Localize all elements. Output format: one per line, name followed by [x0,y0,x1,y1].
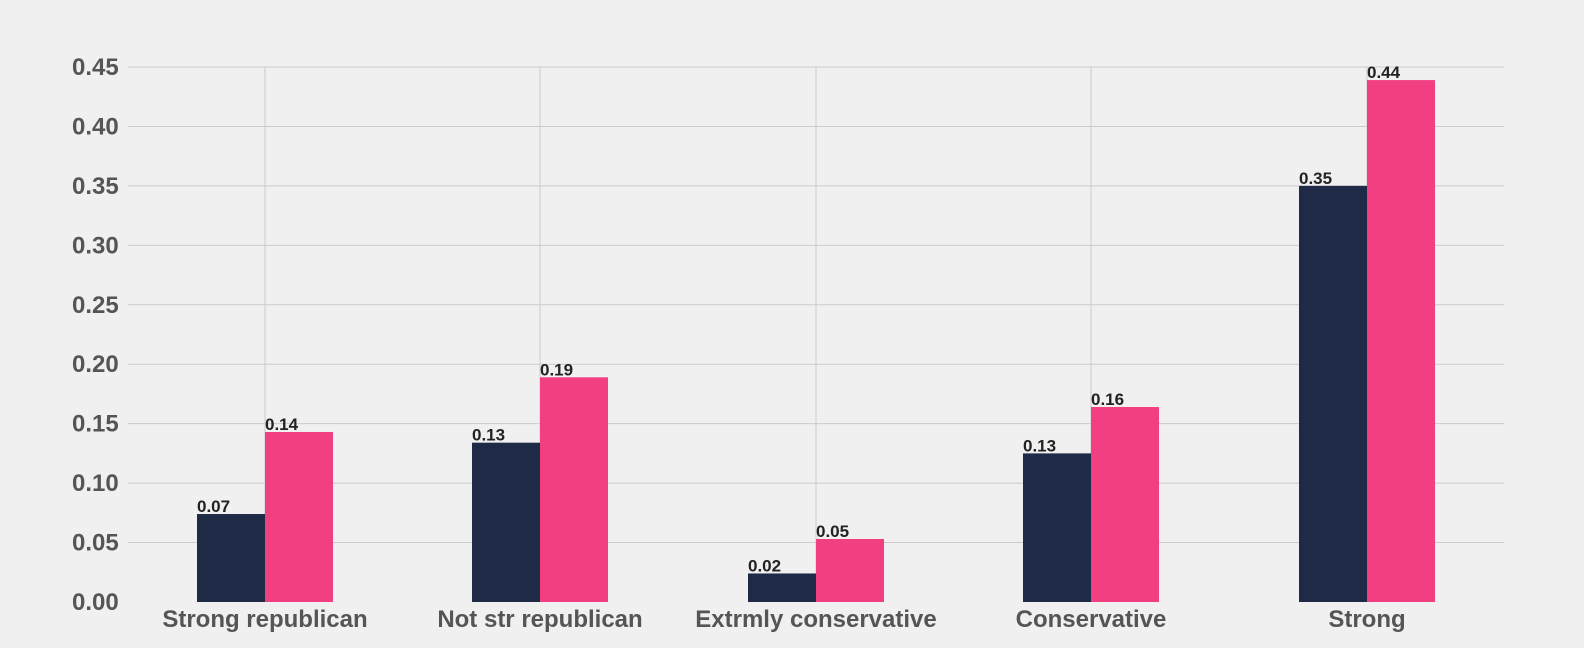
bar-series-2-3 [1091,407,1159,602]
bar-value-label: 0.14 [265,415,299,434]
bar-series-2-4 [1367,80,1435,603]
x-tick-label: Not str republican [437,606,642,633]
bar-value-label: 0.13 [1023,436,1056,455]
bar-value-label: 0.44 [1367,63,1401,82]
bar-value-label: 0.35 [1299,169,1332,188]
bar-series-1-1 [472,442,540,602]
y-tick-label: 0.25 [72,292,119,319]
y-tick-label: 0.45 [72,54,119,81]
x-axis-tick-labels: Strong republican Not str republican Extrm… [162,606,1405,633]
y-tick-label: 0.20 [72,351,119,378]
bar-value-label: 0.07 [197,497,230,516]
y-tick-label: 0.30 [72,232,119,259]
y-axis-tick-labels: 0.00 0.05 0.10 0.15 0.20 0.25 0.30 0.35 0.40 0.45 [72,54,119,616]
y-tick-label: 0.40 [72,113,119,140]
bar-series-2-1 [540,377,608,602]
bar-series-2-0 [265,431,333,602]
bar-value-labels: 0.07 0.13 0.02 0.13 0.35 0.14 0.19 0.05 0.16 0.44 [197,63,1401,575]
y-tick-label: 0.35 [72,173,119,200]
bar-series-1-3 [1023,453,1091,602]
y-tick-label: 0.10 [72,470,119,497]
bar-value-label: 0.02 [748,556,781,575]
x-tick-label: Strong [1328,606,1405,633]
y-tick-label: 0.00 [72,589,119,616]
bar-value-label: 0.13 [472,426,505,445]
bar-series-1-2 [748,573,816,602]
x-tick-label: Strong republican [162,606,367,633]
y-tick-label: 0.05 [72,530,119,557]
bar-value-label: 0.05 [816,522,849,541]
bars [197,80,1435,603]
bar-series-1-4 [1299,185,1367,602]
bar-series-2-2 [816,538,884,602]
x-tick-label: Conservative [1016,606,1167,633]
x-tick-label: Extrmly conservative [695,606,936,633]
bar-value-label: 0.16 [1091,390,1124,409]
y-tick-label: 0.15 [72,411,119,438]
bar-value-label: 0.19 [540,360,573,379]
bar-series-1-0 [197,514,265,602]
